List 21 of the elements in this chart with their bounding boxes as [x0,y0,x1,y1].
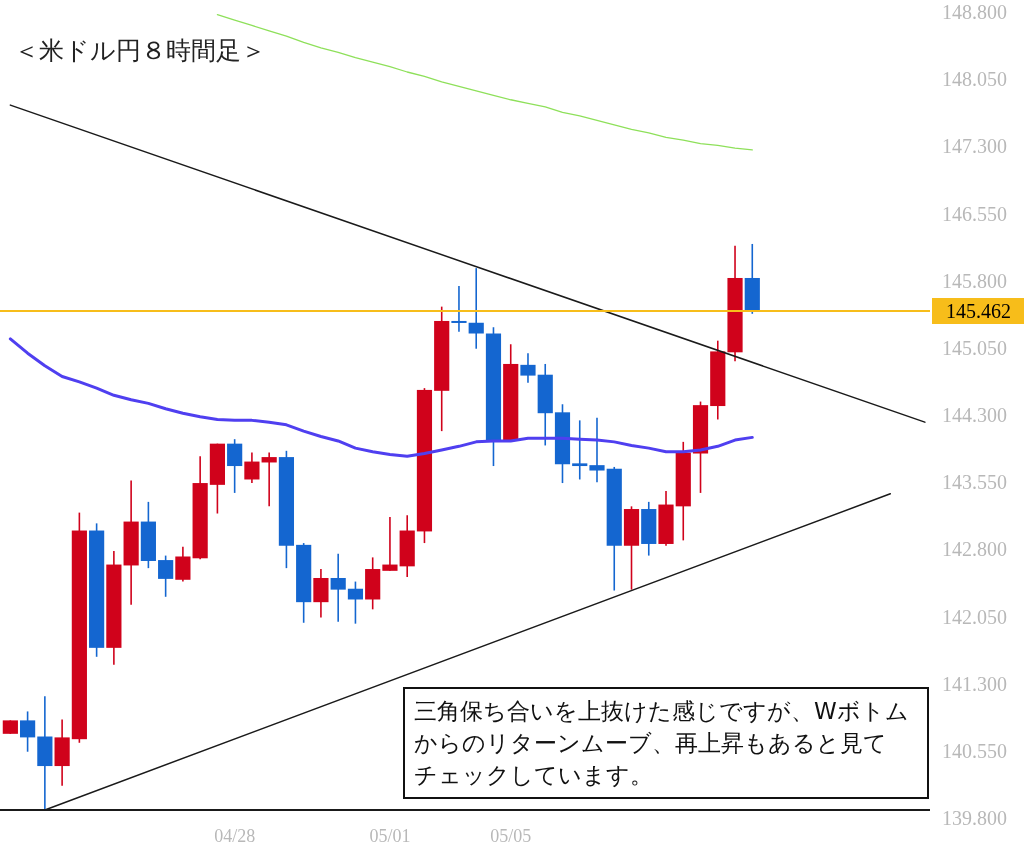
x-tick-label: 05/05 [490,826,532,846]
y-tick-label: 148.800 [942,1,1007,23]
y-tick-label: 148.050 [942,68,1007,91]
x-tick-label: 04/28 [214,826,256,846]
y-tick-label: 144.300 [942,404,1007,426]
y-tick-label: 147.300 [942,135,1007,158]
text: ＜米ドル円８時間足＞ [14,35,266,65]
annotation: からのリターンムーブ、再上昇もあると見て [414,730,887,756]
y-tick-label: 145.800 [942,269,1007,292]
y-tick-label: 145.050 [942,336,1007,359]
annotation: 三角保ち合いを上抜けた感じですが、Wボトム [414,698,909,724]
y-tick-label: 139.800 [942,807,1007,829]
y-tick-label: 142.800 [942,538,1007,561]
annotation: チェックしています。 [414,762,653,788]
y-tick-label: 141.300 [942,672,1007,695]
y-tick-label: 142.050 [942,605,1007,628]
y-tick-label: 143.550 [942,471,1007,494]
ref-line-label: 145.462 [946,300,1011,322]
x-tick-label: 05/01 [369,826,411,846]
y-tick-label: 146.550 [942,202,1007,225]
y-tick-label: 140.550 [942,739,1007,762]
